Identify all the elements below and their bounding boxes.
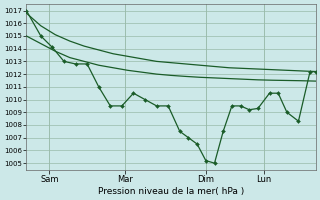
X-axis label: Pression niveau de la mer( hPa ): Pression niveau de la mer( hPa ) (98, 187, 244, 196)
